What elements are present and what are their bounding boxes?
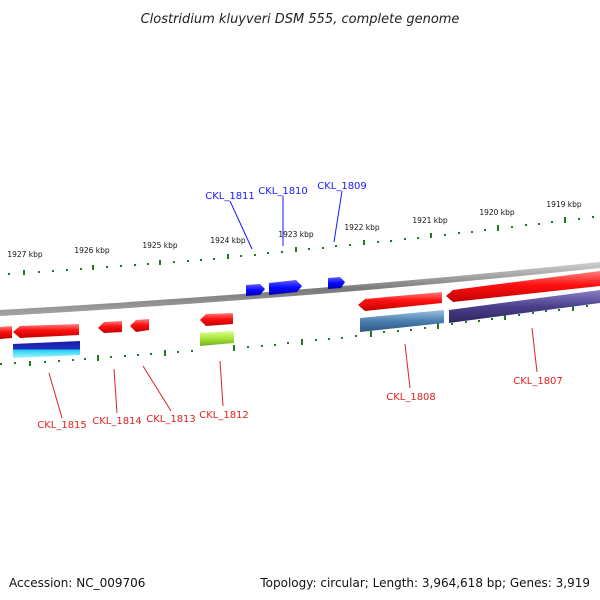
leader-line-ckl-1807 bbox=[531, 327, 538, 373]
label-text-ckl-1807: CKL_1807 bbox=[513, 376, 563, 387]
gene-ckl-1807-arrow[interactable] bbox=[446, 271, 600, 302]
tick-label-1925: 1925 kbp bbox=[142, 241, 178, 250]
lower-tick-track bbox=[0, 305, 588, 366]
label-text-ckl-1809: CKL_1809 bbox=[317, 181, 367, 192]
gene-ckl-1815-arrow[interactable] bbox=[13, 324, 79, 338]
label-text-ckl-1815: CKL_1815 bbox=[37, 420, 87, 431]
gene-ckl-1807-feature-bar[interactable] bbox=[449, 290, 600, 323]
label-text-ckl-1811: CKL_1811 bbox=[205, 191, 255, 202]
leader-line-ckl-1814 bbox=[113, 368, 118, 414]
tick-label-1927: 1927 kbp bbox=[7, 250, 43, 259]
gene-ckl-1808-feature-bar[interactable] bbox=[360, 310, 444, 332]
tick-label-1919: 1919 kbp bbox=[546, 200, 582, 209]
gene-ckl-1811-arrow[interactable] bbox=[246, 284, 265, 296]
label-ckl-1812[interactable]: CKL_1812 bbox=[199, 360, 249, 421]
accession-text: Accession: NC_009706 bbox=[9, 576, 145, 590]
gene-ckl-1810-arrow[interactable] bbox=[269, 280, 302, 295]
gene-ckl-1814-arrow[interactable] bbox=[98, 321, 122, 333]
leader-line-ckl-1815 bbox=[48, 372, 63, 419]
leader-line-ckl-1809 bbox=[333, 190, 343, 243]
label-ckl-1813[interactable]: CKL_1813 bbox=[142, 365, 196, 425]
leader-line-ckl-1811 bbox=[229, 200, 253, 250]
gene-ckl-1813-arrow[interactable] bbox=[130, 319, 149, 332]
label-text-ckl-1810: CKL_1810 bbox=[258, 186, 308, 197]
label-ckl-1811[interactable]: CKL_1811 bbox=[205, 191, 255, 250]
label-text-ckl-1813: CKL_1813 bbox=[146, 414, 196, 425]
tick-label-1920: 1920 kbp bbox=[479, 208, 515, 217]
gene-ckl-1812-feature-bar[interactable] bbox=[200, 331, 234, 346]
tick-label-1926: 1926 kbp bbox=[74, 246, 110, 255]
tick-label-1921: 1921 kbp bbox=[412, 216, 448, 225]
genome-summary-text: Topology: circular; Length: 3,964,618 bp… bbox=[259, 576, 590, 590]
leader-line-ckl-1813 bbox=[142, 365, 172, 412]
tick-label-1923: 1923 kbp bbox=[278, 230, 314, 239]
upper-tick-track bbox=[8, 216, 594, 275]
gene-ckl-1815-left-fragment[interactable] bbox=[0, 326, 12, 339]
gene-ckl-1808-arrow[interactable] bbox=[358, 292, 442, 311]
label-ckl-1809[interactable]: CKL_1809 bbox=[317, 181, 367, 243]
gene-ckl-1815-feature-bar[interactable] bbox=[13, 341, 80, 358]
tick-label-1924: 1924 kbp bbox=[210, 236, 246, 245]
genome-backbone bbox=[0, 262, 600, 316]
label-text-ckl-1808: CKL_1808 bbox=[386, 392, 436, 403]
label-ckl-1814[interactable]: CKL_1814 bbox=[92, 368, 142, 427]
leader-line-ckl-1812 bbox=[219, 360, 224, 407]
label-ckl-1808[interactable]: CKL_1808 bbox=[386, 343, 436, 403]
gene-ckl-1812-arrow[interactable] bbox=[200, 313, 233, 326]
label-ckl-1807[interactable]: CKL_1807 bbox=[513, 327, 563, 387]
leader-line-ckl-1808 bbox=[404, 343, 411, 389]
label-ckl-1815[interactable]: CKL_1815 bbox=[37, 372, 87, 431]
tick-label-1922: 1922 kbp bbox=[344, 223, 380, 232]
map-title: Clostridium kluyveri DSM 555, complete g… bbox=[141, 12, 460, 27]
label-ckl-1810[interactable]: CKL_1810 bbox=[258, 186, 308, 246]
label-text-ckl-1812: CKL_1812 bbox=[199, 410, 249, 421]
gene-ckl-1809-arrow[interactable] bbox=[328, 277, 345, 289]
label-text-ckl-1814: CKL_1814 bbox=[92, 416, 142, 427]
